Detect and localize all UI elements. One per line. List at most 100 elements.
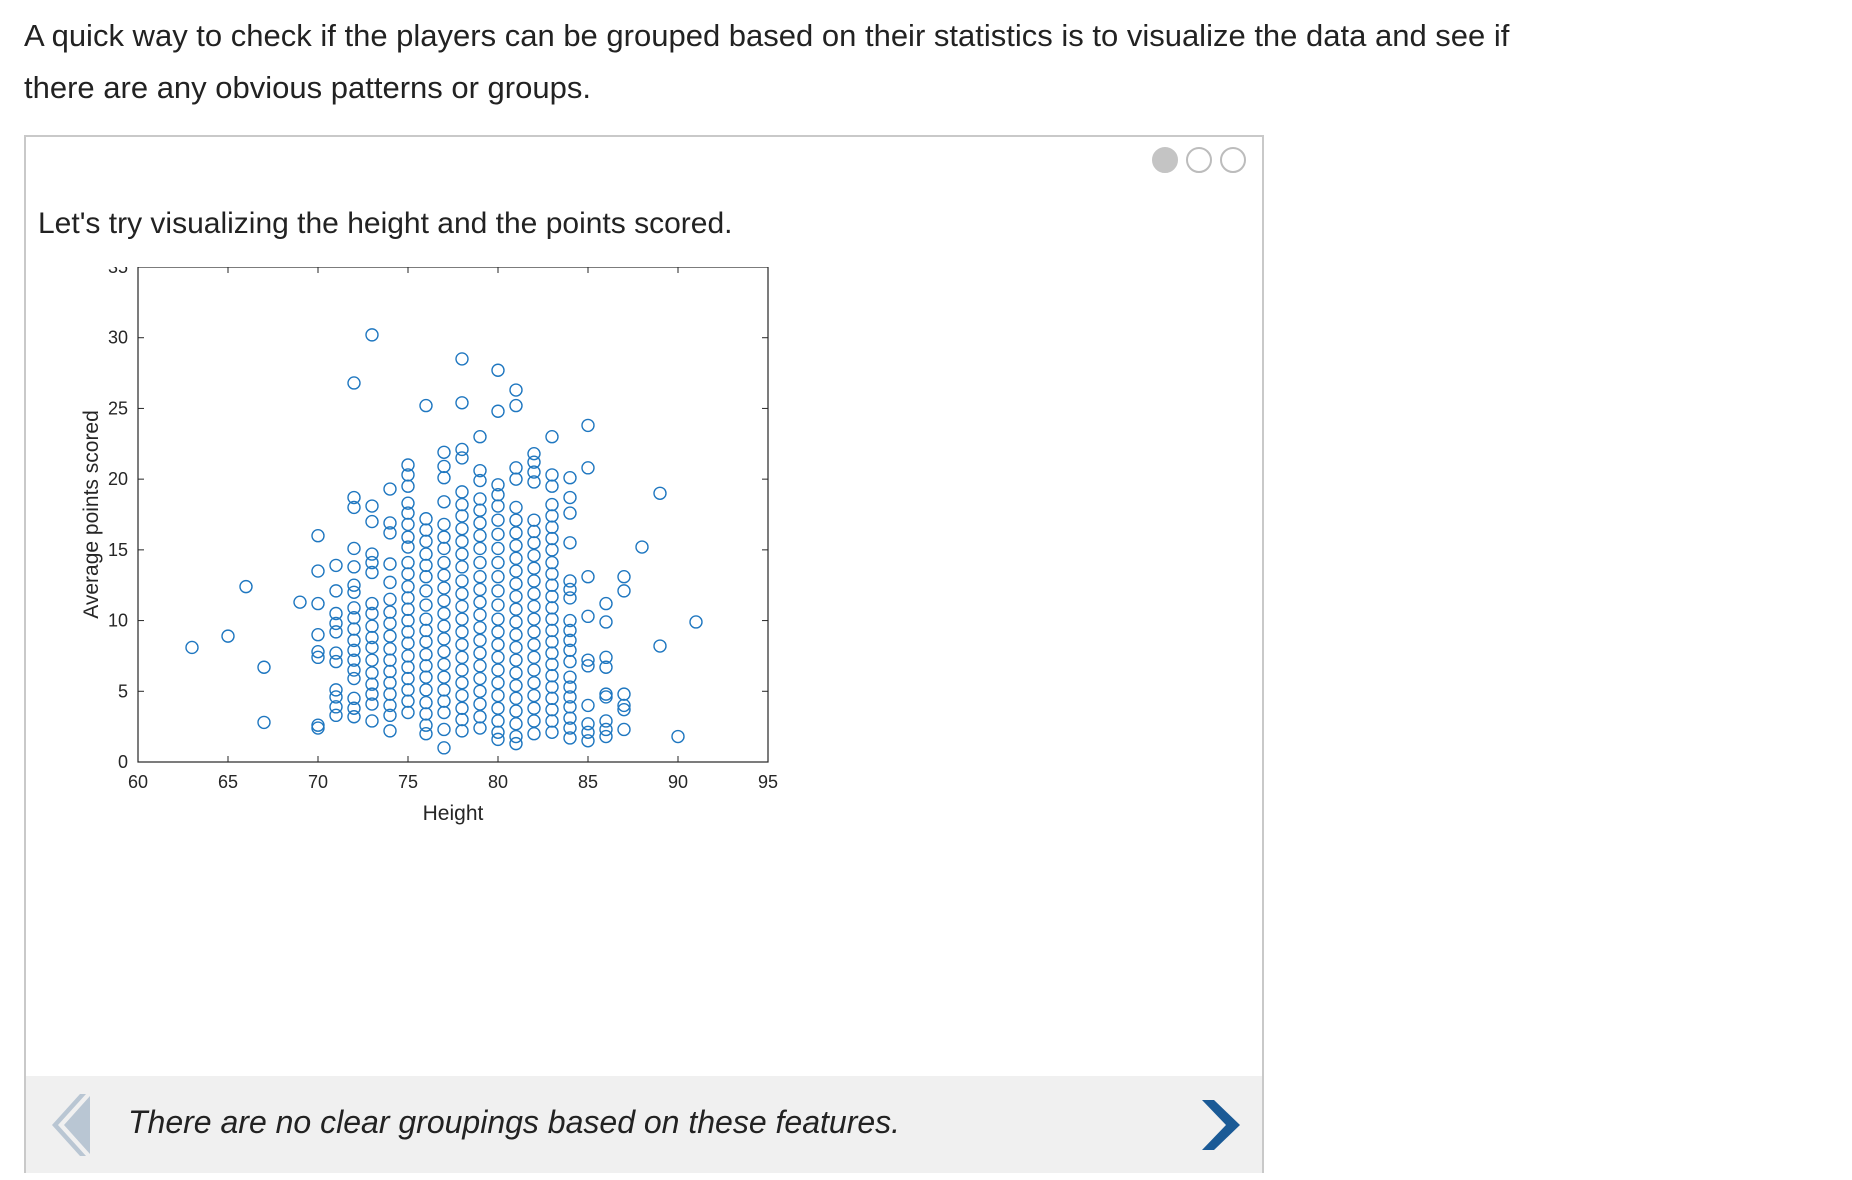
data-point [599, 714, 613, 728]
data-point [491, 363, 505, 377]
data-point [473, 516, 487, 530]
data-point [527, 513, 541, 527]
data-point [419, 635, 433, 649]
data-point [455, 701, 469, 715]
data-point [473, 555, 487, 570]
data-point [473, 697, 487, 711]
data-point [617, 698, 631, 713]
data-point [509, 472, 523, 486]
data-point [563, 536, 577, 550]
data-point [563, 623, 577, 638]
data-point [545, 567, 559, 581]
data-point [581, 461, 595, 475]
x-tick-label: 70 [308, 772, 328, 792]
y-axis-label: Average points scored [80, 410, 103, 619]
data-point [419, 612, 433, 626]
data-point [509, 704, 523, 718]
data-point [527, 714, 541, 728]
x-tick-label: 80 [488, 772, 508, 792]
data-point [365, 555, 379, 570]
data-point [545, 702, 559, 717]
data-point [455, 497, 469, 512]
data-point [437, 555, 451, 570]
data-point [347, 376, 361, 390]
data-point [419, 623, 433, 638]
data-point [581, 418, 595, 433]
data-point [221, 629, 235, 643]
data-point [437, 670, 451, 684]
data-point [527, 561, 541, 575]
data-point [437, 495, 451, 509]
data-point [491, 541, 505, 556]
data-point [473, 463, 487, 478]
next-button[interactable] [1182, 1090, 1252, 1160]
data-point [437, 619, 451, 633]
data-point [401, 694, 415, 708]
chevron-right-icon [1202, 1100, 1240, 1150]
data-point [599, 596, 613, 611]
scatter-chart: 60 65 70 75 80 85 90 95 0 5 10 15 20 25 30 35 Height Aver… [80, 267, 778, 825]
data-point [329, 700, 343, 714]
data-point [419, 598, 433, 612]
data-point [401, 530, 415, 544]
data-point [509, 736, 523, 751]
data-point [329, 584, 343, 598]
data-point [437, 541, 451, 556]
data-point [401, 479, 415, 493]
data-point [419, 718, 433, 732]
data-point [455, 599, 469, 614]
data-point [329, 606, 343, 621]
data-point [617, 687, 631, 701]
data-point [347, 701, 361, 715]
data-point [509, 666, 523, 680]
data-point [383, 642, 397, 656]
data-point [239, 579, 253, 594]
data-point [527, 455, 541, 469]
data-point [455, 352, 469, 366]
data-point [545, 612, 559, 626]
data-point [545, 543, 559, 557]
y-tick-label: 10 [108, 611, 128, 631]
data-point [545, 714, 559, 728]
data-point [491, 478, 505, 492]
data-point [383, 557, 397, 571]
data-point [455, 712, 469, 727]
data-point [365, 687, 379, 701]
data-point [491, 701, 505, 715]
data-point [311, 529, 325, 543]
prev-button[interactable] [40, 1090, 110, 1160]
data-point [455, 485, 469, 499]
data-point [509, 577, 523, 591]
data-point [365, 328, 379, 342]
pager-dot-1[interactable] [1152, 147, 1178, 173]
data-point [545, 430, 559, 444]
data-point [365, 606, 379, 621]
data-point [437, 741, 451, 755]
data-point [383, 687, 397, 701]
data-point [563, 490, 577, 505]
data-point [437, 530, 451, 544]
data-point [437, 568, 451, 583]
data-point [347, 541, 361, 556]
x-tick-label: 65 [218, 772, 238, 792]
data-point [545, 578, 559, 592]
data-point [509, 653, 523, 667]
data-point [401, 613, 415, 628]
data-point [545, 601, 559, 615]
data-point [437, 581, 451, 595]
y-tick-label: 20 [108, 469, 128, 489]
data-point [437, 594, 451, 608]
data-point [509, 729, 523, 744]
data-point [437, 705, 451, 720]
pager-dot-3[interactable] [1220, 147, 1246, 173]
data-point [329, 708, 343, 723]
pager-dot-2[interactable] [1186, 147, 1212, 173]
data-point [347, 560, 361, 574]
data-point [473, 570, 487, 584]
data-point [473, 541, 487, 556]
data-point [365, 653, 379, 667]
data-point [401, 555, 415, 570]
data-point [527, 524, 541, 539]
data-point [311, 628, 325, 642]
data-point [473, 529, 487, 543]
